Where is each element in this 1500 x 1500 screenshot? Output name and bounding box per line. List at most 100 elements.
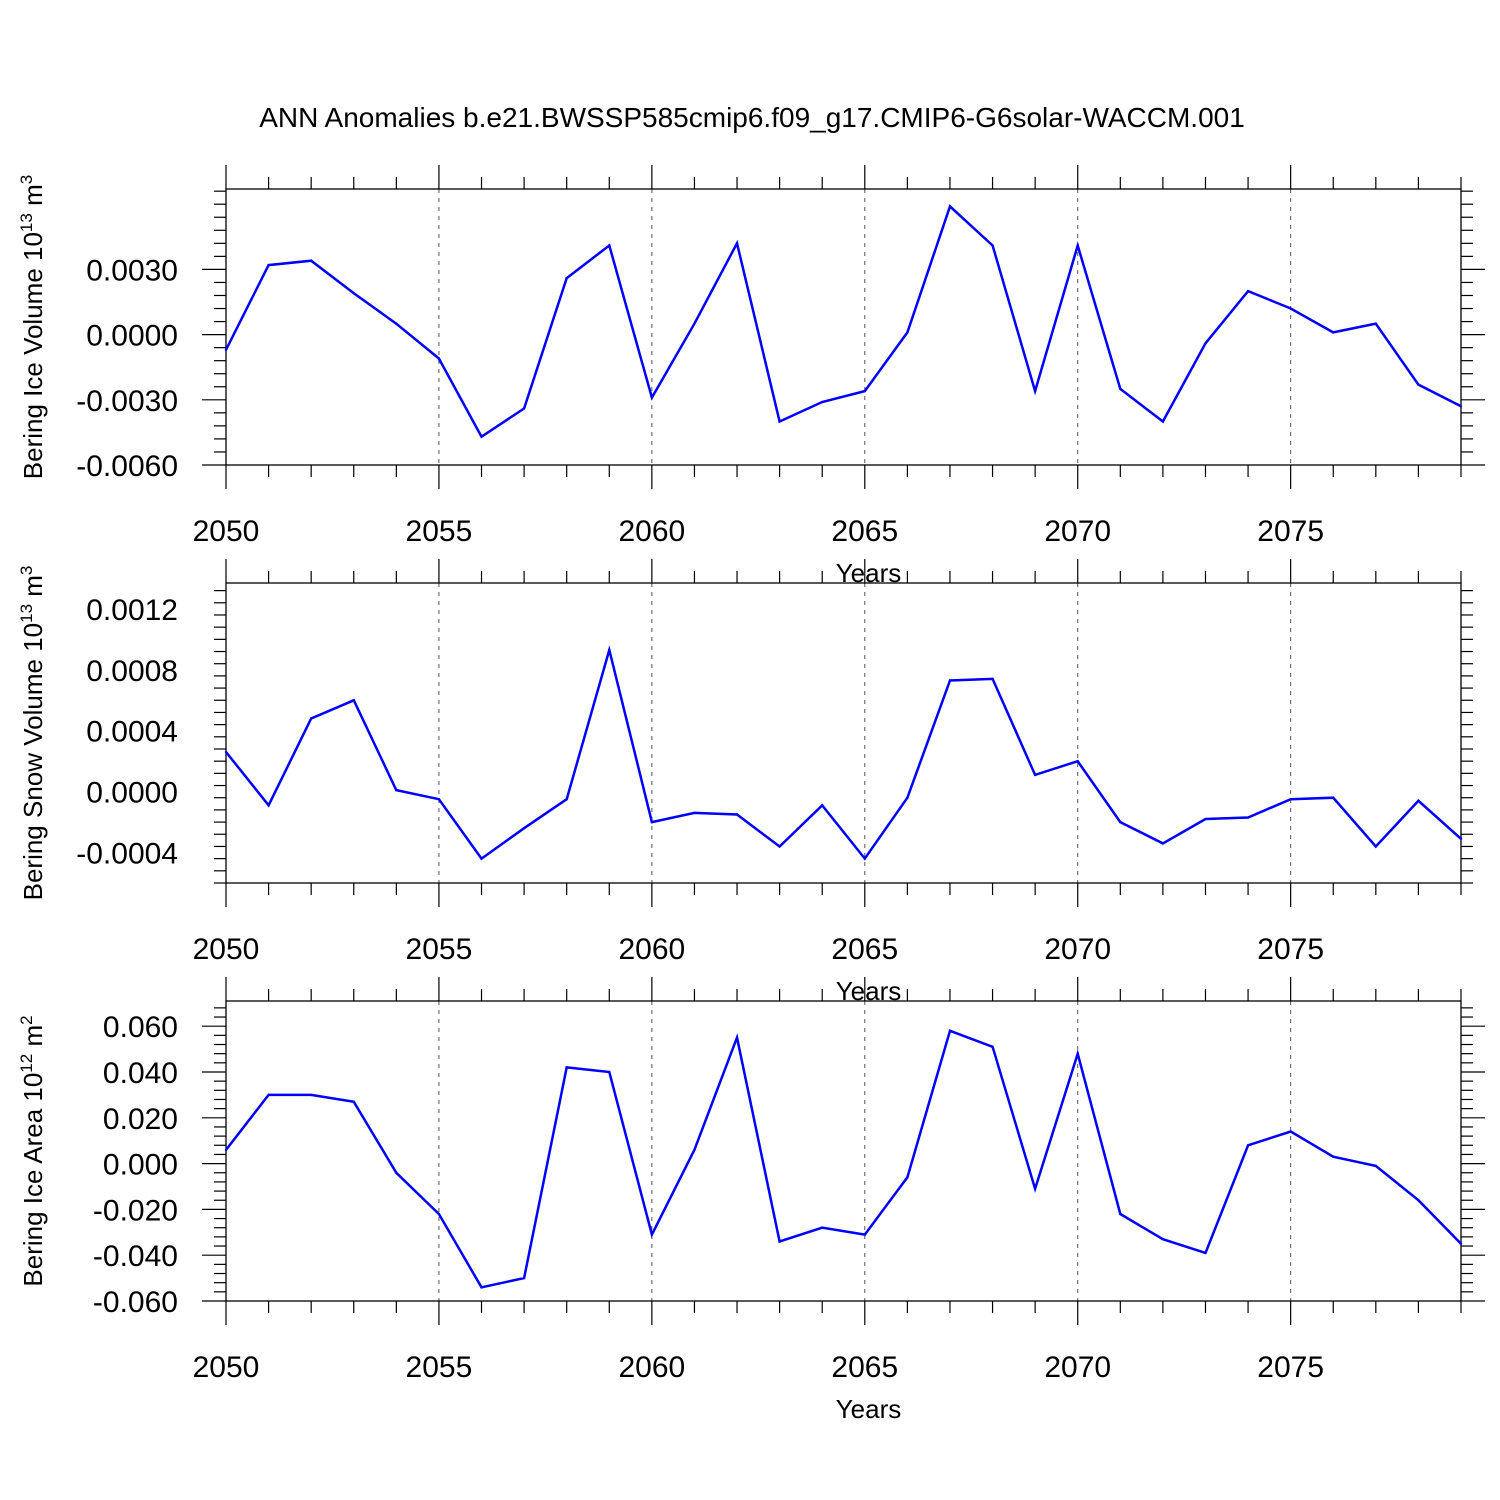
panels: -0.0060 -0.0030 0.0000 0.0030 2050 2055 2060 20…: [17, 165, 1485, 1424]
data-point: [863, 389, 866, 393]
y-tick-label: 0.0030: [86, 254, 178, 287]
data-point: [778, 845, 781, 848]
data-point: [437, 357, 441, 360]
data-point: [1076, 244, 1079, 247]
data-point: [1459, 1242, 1463, 1245]
data-point: [1204, 1251, 1207, 1255]
data-point: [1332, 331, 1335, 334]
panel-3: -0.060 -0.040 -0.020 0.000 0.020 0.040 0.060 20…: [17, 977, 1485, 1424]
x-tick-label: 2055: [406, 515, 473, 548]
data-point: [821, 1226, 824, 1229]
data-point: [1246, 816, 1250, 819]
y-tick-label: 0.040: [103, 1057, 178, 1090]
data-point: [1374, 322, 1378, 325]
y-tick-label: 0.020: [103, 1103, 178, 1136]
y-tick-label: -0.020: [93, 1194, 178, 1227]
data-point: [395, 322, 398, 325]
data-point: [267, 263, 270, 267]
y-tick-label: 0.0000: [86, 777, 178, 810]
data-point: [224, 348, 228, 352]
data-point: [309, 717, 313, 720]
x-tick-label: 2075: [1257, 1351, 1324, 1384]
x-tick-label: 2060: [618, 933, 685, 966]
data-point: [948, 1029, 952, 1032]
data-point: [608, 648, 611, 652]
series-line: [225, 1029, 1462, 1289]
data-point: [778, 420, 781, 423]
data-point: [1246, 289, 1250, 293]
y-tick-label: 0.060: [103, 1011, 178, 1044]
data-point: [480, 857, 483, 860]
y-tick-label: 0.0008: [86, 655, 178, 688]
data-point: [1289, 798, 1292, 801]
y-axis-label: Bering Ice Area 1012 m2: [17, 1015, 48, 1286]
data-point: [1076, 759, 1079, 763]
series-line: [225, 645, 1462, 861]
data-point: [693, 1148, 696, 1152]
data-point: [1459, 405, 1463, 408]
data-point: [1033, 1187, 1037, 1190]
x-tick-label: 2050: [193, 1351, 260, 1384]
data-point: [1374, 1164, 1378, 1168]
data-point: [948, 679, 952, 682]
panel-1: -0.0060 -0.0030 0.0000 0.0030 2050 2055 2060 20…: [17, 165, 1485, 588]
data-point: [735, 813, 739, 816]
y-axis-label: Bering Snow Volume 1013 m3: [17, 566, 48, 901]
data-point: [1204, 817, 1207, 821]
x-tick-label: 2075: [1257, 515, 1324, 548]
series-line: [224, 204, 1462, 439]
data-point: [267, 804, 270, 807]
x-tick-label: 2070: [1044, 515, 1111, 548]
data-point: [1119, 387, 1122, 391]
data-point: [1161, 842, 1165, 845]
data-point: [1417, 383, 1420, 386]
data-point: [735, 242, 739, 245]
y-tick-label: -0.060: [93, 1286, 178, 1319]
data-point: [352, 1100, 355, 1103]
data-point: [522, 1276, 526, 1280]
x-tick-label: 2075: [1257, 933, 1324, 966]
data-point: [991, 677, 994, 681]
y-axis-label: Bering Ice Volume 1013 m3: [17, 175, 48, 479]
data-point: [1417, 799, 1420, 802]
data-point: [395, 1171, 398, 1174]
data-point: [778, 1240, 781, 1243]
data-point: [991, 1045, 994, 1049]
data-point: [224, 750, 228, 754]
data-point: [267, 1093, 270, 1097]
data-point: [1033, 389, 1037, 393]
plot-frame: [225, 188, 1462, 466]
data-point: [608, 244, 611, 247]
data-point: [650, 396, 654, 399]
data-point: [735, 1036, 739, 1039]
data-point: [522, 407, 526, 410]
data-point: [906, 331, 909, 334]
x-tick-label: 2060: [618, 515, 685, 548]
x-tick-label: 2070: [1044, 1351, 1111, 1384]
data-point: [1289, 307, 1292, 310]
data-point: [437, 798, 441, 801]
data-point: [821, 400, 824, 404]
data-point: [906, 1176, 909, 1179]
data-point: [991, 244, 994, 247]
data-point: [522, 826, 526, 830]
data-point: [1332, 796, 1335, 799]
data-point: [1161, 1237, 1165, 1241]
data-point: [1204, 342, 1207, 345]
x-tick-label: 2060: [618, 1351, 685, 1384]
x-tick-label: 2055: [406, 933, 473, 966]
data-point: [224, 1148, 228, 1152]
data-point: [352, 699, 355, 702]
data-point: [309, 1093, 313, 1097]
y-tick-label: -0.0060: [76, 450, 178, 483]
data-point: [863, 1233, 866, 1236]
data-point: [395, 788, 398, 792]
data-point: [608, 1070, 611, 1074]
y-tick-label: -0.0004: [76, 838, 178, 871]
data-point: [1374, 845, 1378, 848]
data-point: [565, 276, 568, 280]
plot-frame: [225, 582, 1462, 884]
x-tick-label: 2050: [193, 933, 260, 966]
x-tick-label: 2050: [193, 515, 260, 548]
